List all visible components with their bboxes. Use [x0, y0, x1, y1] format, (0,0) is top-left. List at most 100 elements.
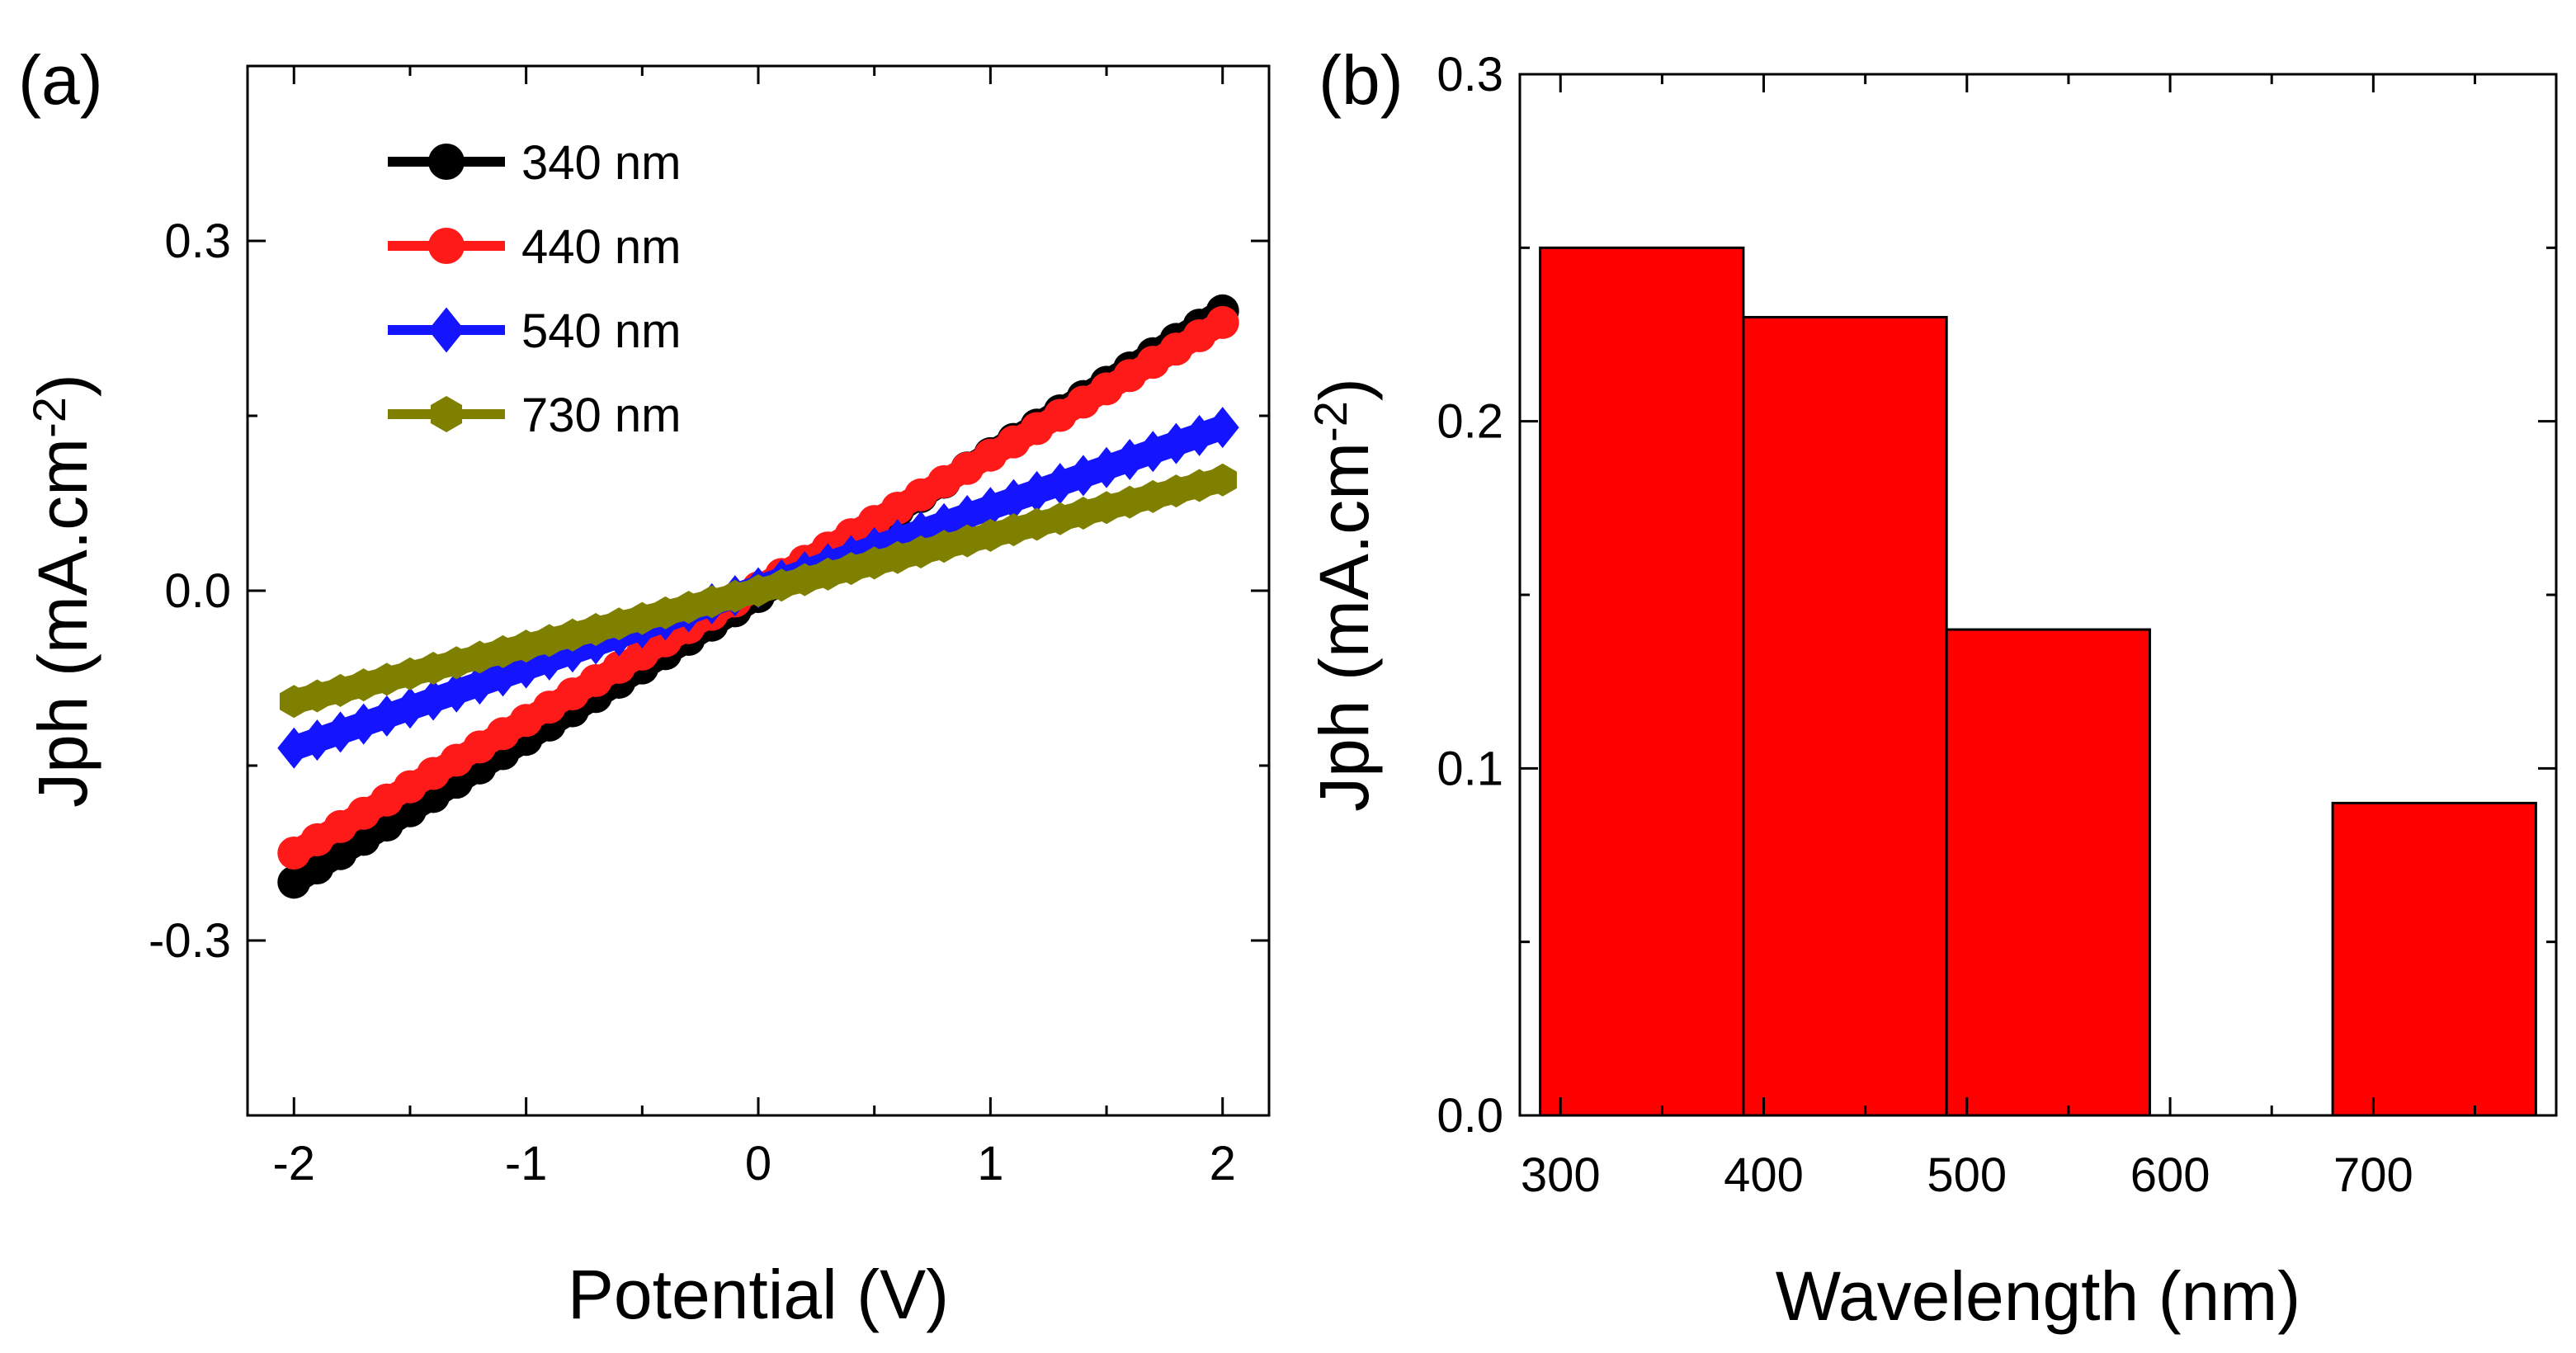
data-point: [952, 524, 982, 558]
legend-label: 440 nm: [521, 220, 681, 274]
data-point: [1020, 470, 1054, 512]
data-point: [488, 634, 517, 668]
plot-frame: [246, 64, 1271, 1117]
bar-440nm: [1742, 315, 1948, 1117]
x-tick-label: 500: [1927, 1148, 2007, 1202]
data-point: [1066, 455, 1100, 497]
data-point: [929, 530, 959, 563]
data-point: [1136, 431, 1170, 473]
data-point: [627, 601, 657, 635]
y-tick-label: 0.3: [1437, 48, 1503, 101]
data-point: [393, 687, 427, 729]
data-point: [790, 563, 819, 596]
data-point: [1045, 502, 1075, 535]
data-point: [1182, 414, 1216, 456]
data-point: [743, 574, 773, 607]
data-point: [1205, 407, 1239, 449]
y-tick-label: -0.3: [149, 914, 231, 968]
legend-label: 340 nm: [521, 136, 681, 190]
legend-item: 730 nm: [388, 389, 681, 442]
bar-730nm: [2331, 801, 2537, 1117]
panel-label-b: (b): [1319, 41, 1404, 119]
data-point: [860, 546, 889, 580]
bar-340nm: [1539, 246, 1745, 1117]
y-tick-label: 0.0: [1437, 1089, 1503, 1143]
legend: 340 nm 440 nm 540 nm 730 nm: [388, 136, 681, 442]
legend-marker: [428, 307, 465, 353]
data-point: [1138, 479, 1168, 513]
data-point: [558, 618, 587, 652]
data-point: [581, 612, 611, 646]
y-tick-label: 0.3: [164, 214, 231, 268]
x-tick-label: -2: [272, 1137, 315, 1190]
data-point: [1092, 491, 1121, 525]
data-point: [1090, 446, 1124, 488]
y-tick-label: 0.0: [164, 564, 231, 618]
data-point: [465, 640, 494, 674]
x-tick-label: 0: [745, 1137, 771, 1190]
data-point: [999, 513, 1028, 547]
data-point: [1159, 422, 1193, 464]
data-point: [370, 695, 403, 737]
data-point: [1022, 507, 1051, 541]
y-tick-label: 0.2: [1437, 395, 1503, 449]
bar-540nm: [1945, 628, 2151, 1117]
data-point: [347, 703, 380, 745]
data-point: [1113, 439, 1147, 480]
data-point: [535, 624, 564, 658]
x-tick-label: 700: [2333, 1148, 2413, 1202]
data-point: [1115, 485, 1144, 519]
data-point: [418, 651, 448, 685]
series-730-nm: [279, 463, 1238, 719]
data-point: [651, 596, 680, 629]
data-point: [395, 657, 425, 691]
data-point: [767, 568, 796, 602]
data-point: [300, 719, 334, 761]
data-point: [976, 518, 1005, 552]
data-point: [674, 591, 703, 625]
legend-item: 540 nm: [388, 304, 681, 358]
legend-marker: [428, 228, 465, 264]
x-tick-label: 300: [1521, 1148, 1601, 1202]
data-point: [323, 711, 357, 753]
data-point: [512, 629, 540, 663]
data-point: [303, 679, 332, 713]
data-point: [604, 607, 634, 641]
data-point: [1162, 474, 1191, 508]
data-point: [441, 646, 471, 680]
data-point: [440, 671, 474, 713]
data-point: [349, 668, 379, 702]
x-tick-label: 2: [1210, 1137, 1236, 1190]
panel-b-chart: 300 400 500 600 700 0.0 0.1 0.2 0.3 Wavelength (n…: [1305, 41, 2558, 1335]
data-point: [951, 495, 984, 537]
data-point: [372, 662, 402, 696]
data-point: [277, 727, 311, 769]
data-point: [326, 673, 355, 707]
data-point: [906, 535, 936, 569]
data-point: [814, 557, 842, 591]
x-axis-title: Potential (V): [568, 1256, 949, 1333]
y-tick-label: 0.1: [1437, 742, 1503, 795]
data-point: [720, 579, 750, 613]
data-point: [463, 663, 497, 705]
legend-marker: [428, 144, 465, 180]
x-tick-label: 600: [2130, 1148, 2210, 1202]
legend-marker: [430, 396, 463, 432]
plot-frame: [1518, 73, 2558, 1117]
legend-item: 340 nm: [388, 136, 681, 190]
x-tick-label: 1: [977, 1137, 1003, 1190]
data-point: [279, 685, 309, 719]
data-point: [1043, 463, 1077, 505]
data-point: [974, 487, 1007, 529]
data-point: [883, 540, 913, 574]
data-point: [1185, 469, 1214, 502]
legend-label: 730 nm: [521, 389, 681, 442]
x-tick-label: 400: [1724, 1148, 1804, 1202]
y-axis-title: Jph (mA.cm-2): [23, 374, 101, 808]
legend-label: 540 nm: [521, 304, 681, 358]
data-point: [1069, 497, 1098, 530]
panel-label-a: (a): [18, 41, 103, 119]
data-point: [997, 478, 1031, 521]
x-axis-title: Wavelength (nm): [1776, 1257, 2300, 1335]
